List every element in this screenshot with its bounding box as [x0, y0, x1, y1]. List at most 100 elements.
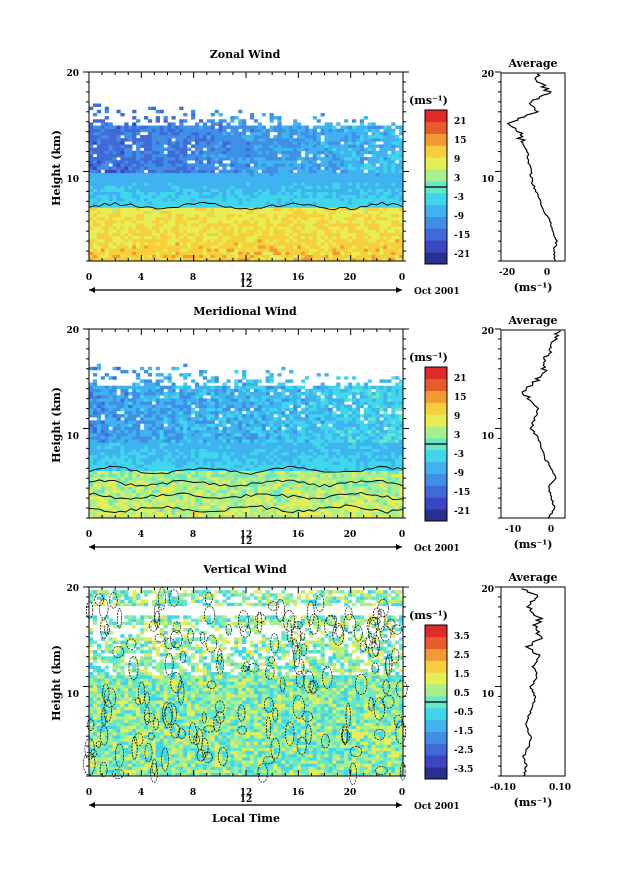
heatmap-cell [285, 229, 290, 233]
heatmap-cell [116, 188, 121, 192]
heatmap-cell [222, 166, 227, 170]
heatmap-cell [355, 131, 361, 136]
heatmap-cell [379, 238, 384, 243]
heatmap-cell [210, 131, 215, 136]
heatmap-cell [183, 254, 188, 259]
heatmap-cell [277, 245, 282, 249]
heatmap-cell [297, 232, 302, 237]
heatmap-cell [159, 138, 164, 142]
heatmap-cell [155, 175, 160, 180]
heatmap-cell [312, 499, 317, 503]
heatmap-cell [210, 486, 215, 490]
heatmap-cell [116, 201, 121, 205]
heatmap-cell [387, 226, 392, 230]
heatmap-cell [214, 470, 219, 475]
heatmap-cell [351, 473, 357, 478]
heatmap-cell [151, 160, 157, 164]
heatmap-cell [383, 467, 388, 472]
heatmap-cell [277, 191, 282, 196]
heatmap-cell [100, 499, 105, 503]
heatmap-cell [387, 467, 392, 472]
heatmap-cell [136, 226, 141, 230]
heatmap-cell [210, 226, 215, 230]
heatmap-cell [226, 122, 231, 126]
heatmap-cell [206, 213, 211, 218]
heatmap-cell [351, 175, 357, 180]
heatmap-cell [104, 248, 109, 252]
heatmap-cell [147, 194, 153, 199]
heatmap-cell [202, 198, 208, 202]
heatmap-cell [155, 480, 160, 484]
heatmap-cell [300, 204, 306, 208]
heatmap-cell [289, 185, 294, 189]
heatmap-cell [269, 486, 274, 490]
heatmap-cell [191, 248, 196, 252]
heatmap-cell [202, 464, 208, 468]
heatmap-cell [112, 495, 117, 500]
heatmap-cell [391, 216, 396, 221]
heatmap-cell [194, 245, 200, 249]
heatmap-cell [155, 242, 160, 246]
heatmap-cell [367, 204, 372, 208]
heatmap-cell [312, 138, 317, 142]
heatmap-cell [206, 175, 211, 180]
heatmap-cell [143, 179, 149, 183]
heatmap-cell [308, 194, 314, 199]
heatmap-cell [324, 166, 329, 170]
heatmap-cell [191, 194, 196, 199]
heatmap-cell [340, 198, 345, 202]
heatmap-cell [210, 147, 215, 152]
heatmap-cell [175, 514, 180, 519]
heatmap-cell [308, 198, 314, 202]
heatmap-cell [371, 257, 376, 262]
heatmap-cell [395, 480, 400, 484]
heatmap-cell [128, 226, 133, 230]
heatmap-cell [147, 210, 153, 215]
heatmap-cell [124, 514, 129, 519]
heatmap-cell [202, 153, 208, 158]
heatmap-cell [375, 150, 380, 155]
heatmap-cell [344, 511, 349, 516]
heatmap-cell [167, 210, 172, 215]
heatmap-cell [399, 251, 404, 255]
heatmap-cell [395, 188, 400, 192]
heatmap-cell [269, 147, 274, 152]
heatmap-cell [375, 210, 380, 215]
heatmap-cell [218, 470, 223, 475]
heatmap-cell [120, 254, 125, 259]
heatmap-cell [332, 216, 337, 221]
heatmap-cell [183, 514, 188, 519]
heatmap-cell [399, 511, 404, 516]
heatmap-cell [246, 201, 251, 205]
heatmap-cell [230, 201, 235, 205]
heatmap-cell [171, 144, 176, 148]
heatmap-cell [92, 138, 98, 142]
heatmap-cell [163, 235, 168, 240]
heatmap-cell [147, 201, 153, 205]
heatmap-cell [281, 201, 286, 205]
heatmap-cell [246, 223, 251, 227]
heatmap-cell [281, 508, 286, 512]
heatmap-cell [344, 160, 349, 164]
heatmap-cell [367, 511, 372, 516]
heatmap-cell [289, 160, 294, 164]
heatmap-cell [147, 235, 153, 240]
heatmap-cell [285, 157, 290, 161]
heatmap-cell [187, 502, 192, 506]
heatmap-cell [261, 464, 266, 468]
heatmap-cell [277, 511, 282, 516]
heatmap-cell [304, 229, 310, 233]
heatmap-cell [363, 204, 368, 208]
heatmap-cell [269, 483, 274, 487]
heatmap-cell [159, 213, 164, 218]
heatmap-cell [363, 141, 368, 145]
heatmap-cell [175, 486, 180, 490]
heatmap-cell [120, 153, 125, 158]
heatmap-cell [155, 144, 160, 148]
heatmap-cell [108, 229, 113, 233]
heatmap-cell [140, 235, 145, 240]
heatmap-cell [363, 135, 368, 139]
heatmap-cell [194, 191, 200, 196]
heatmap-cell [257, 251, 262, 255]
heatmap-cell [100, 207, 105, 211]
